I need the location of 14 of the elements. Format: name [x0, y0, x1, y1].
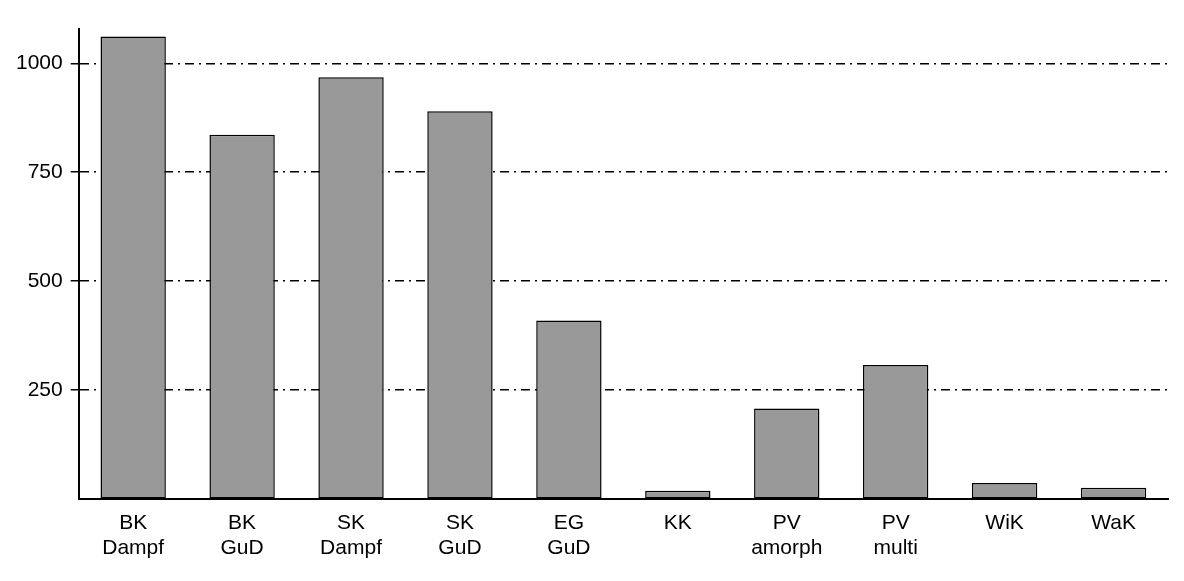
x-tick-label: SK Dampf — [320, 510, 383, 559]
y-tick-label: 1000 — [16, 50, 63, 74]
x-tick-label: WaK — [1091, 510, 1136, 533]
x-tick-label: SK GuD — [438, 510, 482, 559]
x-tick-label: EG GuD — [547, 510, 591, 559]
x-tick-label: PV amorph — [751, 510, 823, 559]
x-tick-label: BK Dampf — [102, 510, 165, 559]
x-tick-label: BK GuD — [220, 510, 264, 559]
x-tick-label: PV multi — [873, 510, 918, 559]
y-tick-label: 750 — [27, 159, 63, 183]
y-tick-label: 250 — [27, 376, 63, 400]
x-tick-label: KK — [663, 510, 692, 533]
x-tick-label: WiK — [985, 510, 1024, 533]
y-tick-label: 500 — [27, 267, 63, 291]
